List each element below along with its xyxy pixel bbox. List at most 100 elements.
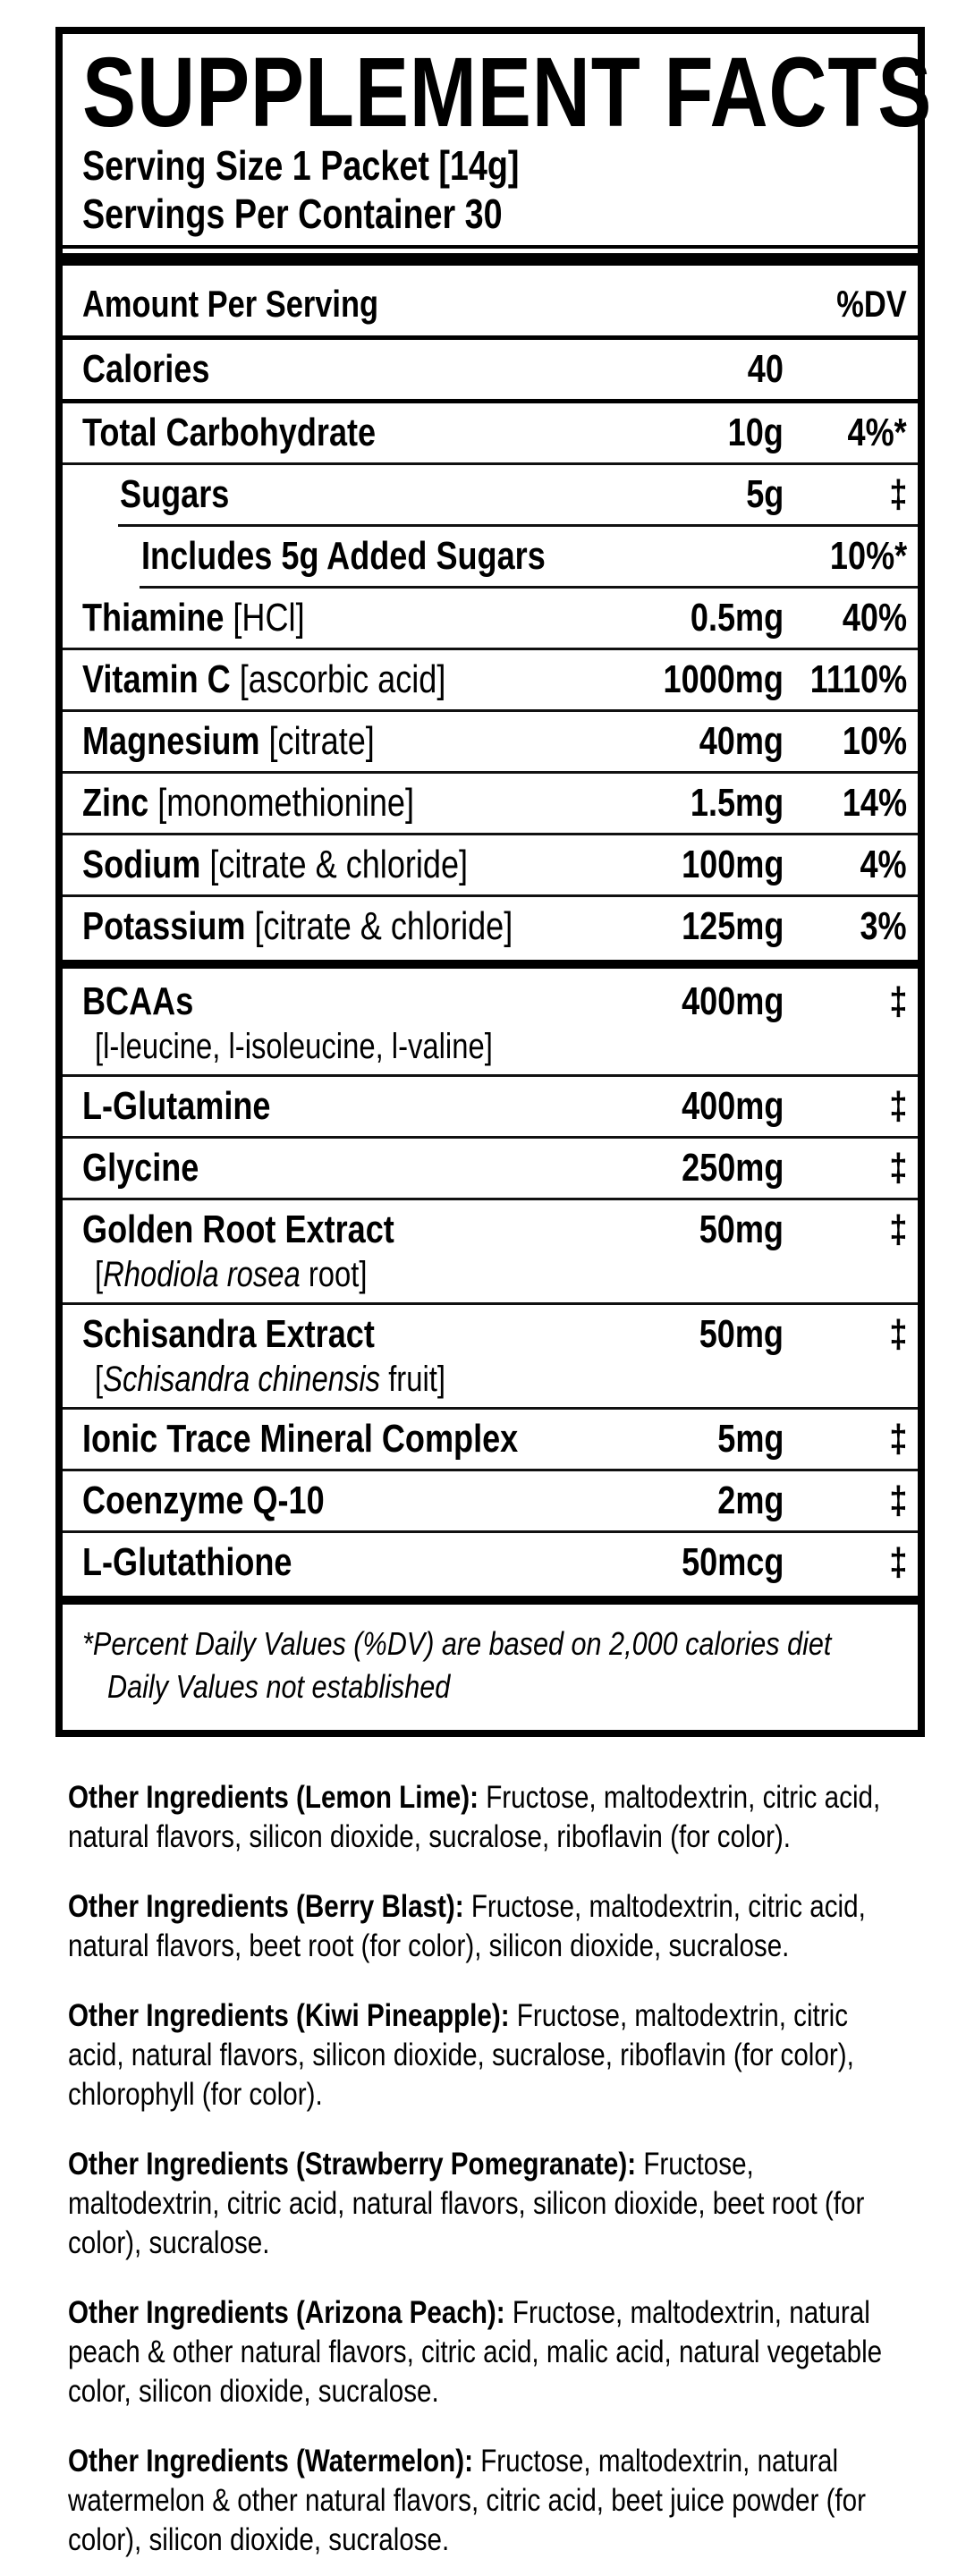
row-dv: 4% [860, 842, 907, 886]
other-ingredients-paragraph: Other Ingredients (Arizona Peach): Fruct… [68, 2294, 883, 2409]
table-row: L-Glutamine 400mg ‡ [63, 1077, 918, 1136]
other-ingredients-paragraph: Other Ingredients (Kiwi Pineapple): Fruc… [68, 1997, 854, 2112]
row-divider [63, 708, 918, 712]
footnote: *Percent Daily Values (%DV) are based on… [63, 1608, 918, 1730]
row-dv: 10%* [829, 533, 907, 578]
row-dv: 4%* [847, 410, 907, 454]
row-divider [63, 1301, 918, 1305]
row-name: Sugars [120, 471, 230, 516]
row-dv: ‡ [888, 1083, 907, 1128]
other-ingredients-paragraph: Other Ingredients (Strawberry Pomegranat… [68, 2146, 865, 2260]
row-divider [63, 832, 918, 835]
row-amount: 100mg [681, 842, 784, 886]
row-divider [63, 462, 918, 465]
row-amount: 400mg [681, 1083, 784, 1128]
servings-per-container-line: Servings Per Container 30 [82, 190, 503, 237]
table-row: Calories 40 [63, 340, 918, 399]
section-divider-bar [63, 1595, 918, 1605]
row-dv [784, 347, 918, 392]
other-ingredients-paragraph: Other Ingredients (Watermelon): Fructose… [68, 2443, 866, 2557]
table-row: Schisandra Extract [Schisandra chinensis … [63, 1305, 918, 1407]
row-dv: 10% [842, 718, 907, 763]
other-ingredients-label: Other Ingredients (Kiwi Pineapple): [68, 1997, 510, 2033]
row-name: Calories [82, 346, 210, 391]
table-row: Thiamine [HCl] 0.5mg 40% [63, 589, 918, 648]
row-name: Includes 5g Added Sugars [141, 533, 546, 578]
row-amount: 1.5mg [690, 780, 784, 825]
table-row: Zinc [monomethionine] 1.5mg 14% [63, 774, 918, 833]
row-dv: 40% [842, 595, 907, 640]
row-name: Coenzyme Q-10 [82, 1478, 325, 1522]
row-name: BCAAs [l-leucine, l-isoleucine, l-valine] [63, 979, 631, 1067]
row-dv: ‡ [888, 1145, 907, 1190]
table-row: Magnesium [citrate] 40mg 10% [63, 712, 918, 771]
row-amount: 2mg [716, 1478, 784, 1522]
row-dv: ‡ [888, 1478, 907, 1522]
footnote-line-1: *Percent Daily Values (%DV) are based on… [82, 1624, 832, 1662]
row-amount: 5mg [716, 1416, 784, 1461]
table-row: Includes 5g Added Sugars 10%* [63, 527, 918, 586]
column-header-underline [63, 335, 918, 340]
row-name: Ionic Trace Mineral Complex [82, 1416, 519, 1461]
supplement-label-page: SUPPLEMENT FACTS Serving Size 1 Packet [… [0, 27, 966, 2560]
supplement-facts-panel: SUPPLEMENT FACTS Serving Size 1 Packet [… [55, 27, 931, 1737]
table-row: Glycine 250mg ‡ [63, 1139, 918, 1198]
row-name: Potassium [citrate & chloride] [82, 903, 513, 948]
row-dv: ‡ [888, 1311, 907, 1356]
row-dv: ‡ [888, 1539, 907, 1584]
serving-size-line: Serving Size 1 Packet [14g] [82, 141, 520, 189]
table-row: Total Carbohydrate 10g 4%* [63, 403, 918, 462]
row-subname: [Rhodiola rosea root] [95, 1254, 368, 1294]
row-name: Schisandra Extract [Schisandra chinensis … [63, 1312, 631, 1400]
row-dv: 1110% [809, 657, 907, 701]
row-amount: 5g [745, 471, 784, 516]
table-row: Vitamin C [ascorbic acid] 1000mg 1110% [63, 650, 918, 709]
row-divider [63, 647, 918, 650]
row-divider [63, 1073, 918, 1077]
other-ingredients-section: Other Ingredients (Lemon Lime): Fructose… [68, 1778, 966, 2560]
row-divider [140, 585, 918, 589]
row-divider [63, 1135, 918, 1139]
row-name: Total Carbohydrate [82, 410, 377, 454]
section-divider-bar [63, 959, 918, 969]
header-divider-bar [63, 252, 918, 266]
table-row: Sodium [citrate & chloride] 100mg 4% [63, 835, 918, 894]
row-divider [63, 398, 918, 403]
table-row: Ionic Trace Mineral Complex 5mg ‡ [63, 1410, 918, 1469]
row-divider [63, 1197, 918, 1200]
row-amount: 40mg [699, 718, 784, 763]
table-row: Potassium [citrate & chloride] 125mg 3% [63, 897, 918, 956]
footnote-line-2: Daily Values not established [107, 1667, 451, 1705]
row-amount: 50mcg [681, 1539, 784, 1584]
table-row: L-Glutathione 50mcg ‡ [63, 1533, 918, 1592]
row-divider [63, 1468, 918, 1471]
row-amount: 1000mg [663, 657, 784, 701]
table-row: Coenzyme Q-10 2mg ‡ [63, 1471, 918, 1530]
other-ingredients-label: Other Ingredients (Strawberry Pomegranat… [68, 2146, 637, 2182]
row-dv: ‡ [888, 471, 907, 516]
row-divider [63, 894, 918, 897]
table-row: BCAAs [l-leucine, l-isoleucine, l-valine]… [63, 972, 918, 1074]
row-name: Glycine [82, 1145, 199, 1190]
row-dv: ‡ [888, 979, 907, 1023]
row-dv: ‡ [888, 1416, 907, 1461]
row-name: Vitamin C [ascorbic acid] [82, 657, 446, 701]
header-divider-line [63, 244, 918, 249]
table-row: Golden Root Extract [Rhodiola rosea root]… [63, 1200, 918, 1302]
row-name: L-Glutamine [82, 1083, 271, 1128]
row-amount: 40 [747, 346, 784, 391]
table-row: Sugars 5g ‡ [63, 465, 918, 524]
row-name: Golden Root Extract [Rhodiola rosea root] [63, 1208, 631, 1295]
row-dv: ‡ [888, 1207, 907, 1251]
row-divider [63, 770, 918, 774]
row-subname: [Schisandra chinensis fruit] [95, 1359, 445, 1399]
row-amount: 125mg [681, 903, 784, 948]
other-ingredients-label: Other Ingredients (Lemon Lime): [68, 1779, 479, 1815]
row-divider [63, 1530, 918, 1533]
amount-per-serving-header: Amount Per Serving [82, 282, 379, 325]
row-dv: 14% [842, 780, 907, 825]
other-ingredients-label: Other Ingredients (Arizona Peach): [68, 2294, 505, 2330]
row-amount: 10g [727, 410, 784, 454]
row-name: Magnesium [citrate] [82, 718, 375, 763]
other-ingredients-label: Other Ingredients (Berry Blast): [68, 1888, 464, 1924]
